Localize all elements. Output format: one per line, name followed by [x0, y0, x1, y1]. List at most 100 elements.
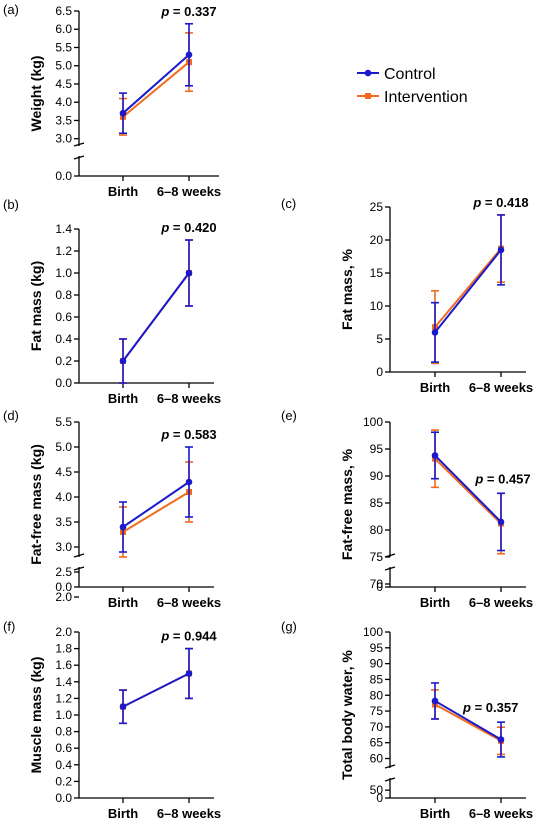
series-control: [431, 431, 505, 552]
y-tick-label: 85: [370, 672, 384, 686]
y-tick-label: 1.2: [55, 691, 72, 705]
data-point-control: [119, 703, 127, 710]
legend-label-control: Control: [384, 66, 436, 83]
y-tick-label: 80: [370, 688, 384, 702]
panel-e: (e) 070 75 80 85 90 95 100 Birth 6–8 weeks Fat-fre…: [281, 408, 533, 610]
panel-d: (d) 0.02.0 2.5 3.0 3.5 4.0 4.5 5.0 5.5 Birth 6–8 w…: [3, 408, 221, 610]
y-tick-label: 0.4: [55, 332, 72, 346]
panel-label: (a): [3, 2, 19, 17]
x-tick-label: 6–8 weeks: [157, 806, 221, 821]
data-point-control: [119, 109, 127, 117]
legend-label-intervention: Intervention: [384, 89, 468, 106]
legend-marker-control: [364, 69, 372, 77]
p-value-label: p = 0.457: [474, 471, 530, 486]
legend-marker-intervention: [365, 93, 371, 99]
y-tick-label: 75: [370, 550, 384, 564]
y-tick-label: 0.0: [55, 791, 72, 805]
axis-break-mark: [384, 777, 396, 782]
panel-label: (d): [3, 408, 19, 423]
y-tick-label: 0: [376, 580, 383, 594]
axis-break-mark: [384, 566, 396, 571]
axis-break-mark: [73, 566, 85, 571]
x-tick-label: 6–8 weeks: [469, 806, 533, 821]
p-value-label: p = 0.337: [160, 4, 216, 19]
y-tick-label: 0.0: [55, 376, 72, 390]
axis-break-mark: [73, 142, 85, 147]
y-tick-label: 0.2: [55, 354, 72, 368]
y-tick-label: 2.5: [55, 565, 72, 579]
y-tick-label: 0.4: [55, 758, 72, 772]
series-control: [119, 239, 193, 384]
series-line-intervention: [434, 247, 502, 328]
series-line-intervention: [122, 491, 190, 533]
y-tick-label: 0.8: [55, 288, 72, 302]
panel-label: (g): [281, 619, 297, 634]
series-control: [119, 22, 193, 135]
series-intervention: [119, 461, 193, 558]
x-tick-label: Birth: [108, 595, 138, 610]
y-tick-label: 6.5: [55, 4, 72, 18]
y-tick-label: 1.4: [55, 675, 72, 689]
y-tick-label: 50: [370, 783, 384, 797]
y-tick-label: 0.6: [55, 310, 72, 324]
y-axis-title: Fat-free mass, %: [339, 448, 355, 560]
data-point-control: [185, 478, 193, 486]
y-axis-title: Weight (kg): [28, 56, 44, 132]
y-tick-label: 4.0: [55, 95, 72, 109]
data-point-control: [431, 452, 439, 459]
series-line-intervention: [434, 703, 502, 742]
y-tick-label: 20: [370, 233, 384, 247]
x-tick-label: Birth: [108, 391, 138, 406]
y-tick-label: 1.0: [55, 266, 72, 280]
series-control: [119, 446, 193, 553]
data-point-control: [185, 269, 193, 277]
y-tick-label: 70: [370, 577, 384, 591]
y-tick-label: 0.0: [55, 580, 72, 594]
y-tick-label: 0.2: [55, 774, 72, 788]
y-tick-label: 1.4: [55, 222, 72, 236]
x-tick-label: Birth: [108, 184, 138, 199]
y-axis-title: Total body water, %: [339, 650, 355, 780]
y-tick-label: 1.6: [55, 658, 72, 672]
y-tick-label: 0: [376, 365, 383, 379]
data-point-control: [497, 246, 505, 254]
y-axis-title: Fat mass (kg): [28, 261, 44, 351]
series-line-control: [434, 700, 502, 741]
series-control: [431, 214, 505, 363]
series-line-control: [122, 672, 190, 708]
series-line-control: [122, 272, 190, 362]
y-tick-label: 5.5: [55, 415, 72, 429]
data-point-control: [497, 736, 505, 743]
p-value-label: p = 0.420: [160, 220, 216, 235]
panel-label: (b): [3, 197, 19, 212]
axis-break-mark: [73, 155, 85, 160]
legend: Control Intervention: [357, 66, 468, 106]
y-tick-label: 1.2: [55, 244, 72, 258]
y-tick-label: 85: [370, 496, 384, 510]
series-intervention: [431, 429, 505, 555]
y-tick-label: 4.0: [55, 490, 72, 504]
y-tick-label: 0: [376, 791, 383, 805]
y-tick-label: 4.5: [55, 77, 72, 91]
y-tick-label: 65: [370, 736, 384, 750]
data-point-control: [185, 670, 193, 677]
y-axis-title: Fat-free mass (kg): [28, 444, 44, 565]
y-tick-label: 0.6: [55, 741, 72, 755]
x-tick-label: 6–8 weeks: [157, 595, 221, 610]
y-tick-label: 1.8: [55, 642, 72, 656]
series-line-intervention: [434, 458, 502, 525]
panel-a: (a) 0.0 3.0 3.5 4.0 4.5 5.0 5.5 6.0 6.5 Birth 6–8 w…: [3, 2, 221, 199]
y-tick-label: 90: [370, 469, 384, 483]
y-axis-title: Muscle mass (kg): [28, 657, 44, 774]
axis-break-mark: [384, 764, 396, 769]
y-tick-label: 3.0: [55, 540, 72, 554]
panel-b: (b) 0.0 0.2 0.4 0.6 0.8 1.0 1.2 1.4 Birth 6–8 week…: [3, 197, 221, 406]
series-line-control: [434, 454, 502, 523]
p-value-label: p = 0.357: [462, 700, 518, 715]
series-line-control: [434, 249, 502, 334]
y-tick-label: 70: [370, 720, 384, 734]
y-tick-label: 95: [370, 641, 384, 655]
